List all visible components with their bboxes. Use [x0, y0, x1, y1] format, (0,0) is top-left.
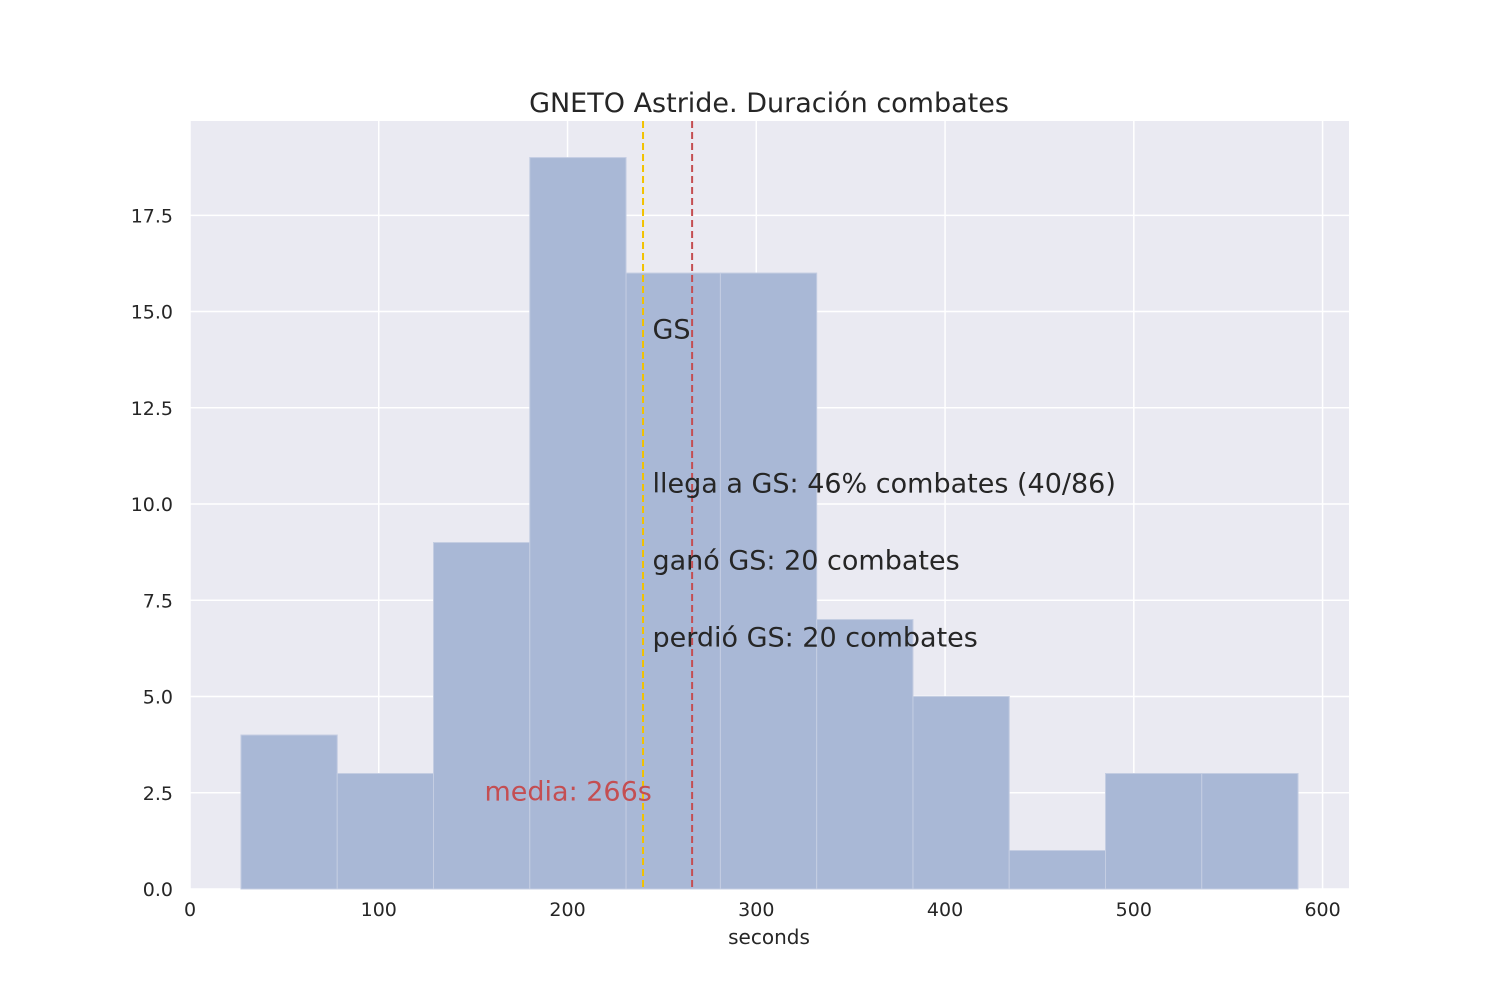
reference-lines: [642, 121, 694, 889]
y-tick-label: 7.5: [143, 590, 173, 612]
x-tick-label: 600: [1304, 899, 1340, 921]
x-tick-label: 300: [738, 899, 774, 921]
x-tick-label: 200: [549, 899, 585, 921]
histogram-bar: [433, 542, 531, 890]
histogram-bar: [912, 696, 1010, 890]
x-tick-labels: 0 100 200 300 400 500 600: [184, 899, 1341, 921]
y-tick-label: 15.0: [131, 302, 173, 324]
histogram-bar: [1008, 850, 1106, 890]
y-tick-label: 5.0: [143, 687, 173, 709]
histogram-bar: [1201, 773, 1299, 890]
histogram-bar: [1104, 773, 1203, 890]
x-tick-label: 500: [1116, 899, 1152, 921]
y-tick-label: 2.5: [143, 783, 173, 805]
bars: [240, 157, 1299, 890]
annotations: GS llega a GS: 46% combates (40/86) ganó G…: [484, 315, 1115, 808]
y-tick-label: 12.5: [131, 398, 173, 420]
annotation-text: llega a GS: 46% combates (40/86): [652, 468, 1115, 499]
x-tick-label: 400: [927, 899, 963, 921]
y-tick-label: 10.0: [131, 494, 173, 516]
y-tick-labels: 0.0 2.5 5.0 7.5 10.0 12.5 15.0 17.5: [131, 205, 173, 901]
x-axis-label: seconds: [728, 925, 810, 949]
y-tick-label: 17.5: [131, 205, 173, 227]
y-tick-label: 0.0: [143, 879, 173, 901]
chart-title: GNETO Astride. Duración combates: [529, 88, 1009, 119]
histogram-bar: [240, 734, 338, 890]
annotation-text: ganó GS: 20 combates: [652, 545, 959, 576]
annotation-text: GS: [652, 315, 690, 346]
histogram-bar: [719, 272, 818, 890]
x-tick-label: 100: [361, 899, 397, 921]
annotation-text: perdió GS: 20 combates: [652, 622, 977, 653]
histogram-bar: [816, 619, 914, 890]
histogram-bar: [336, 773, 435, 890]
x-tick-label: 0: [184, 899, 196, 921]
mean-annotation: media: 266s: [484, 776, 651, 807]
histogram-bar: [529, 157, 627, 890]
